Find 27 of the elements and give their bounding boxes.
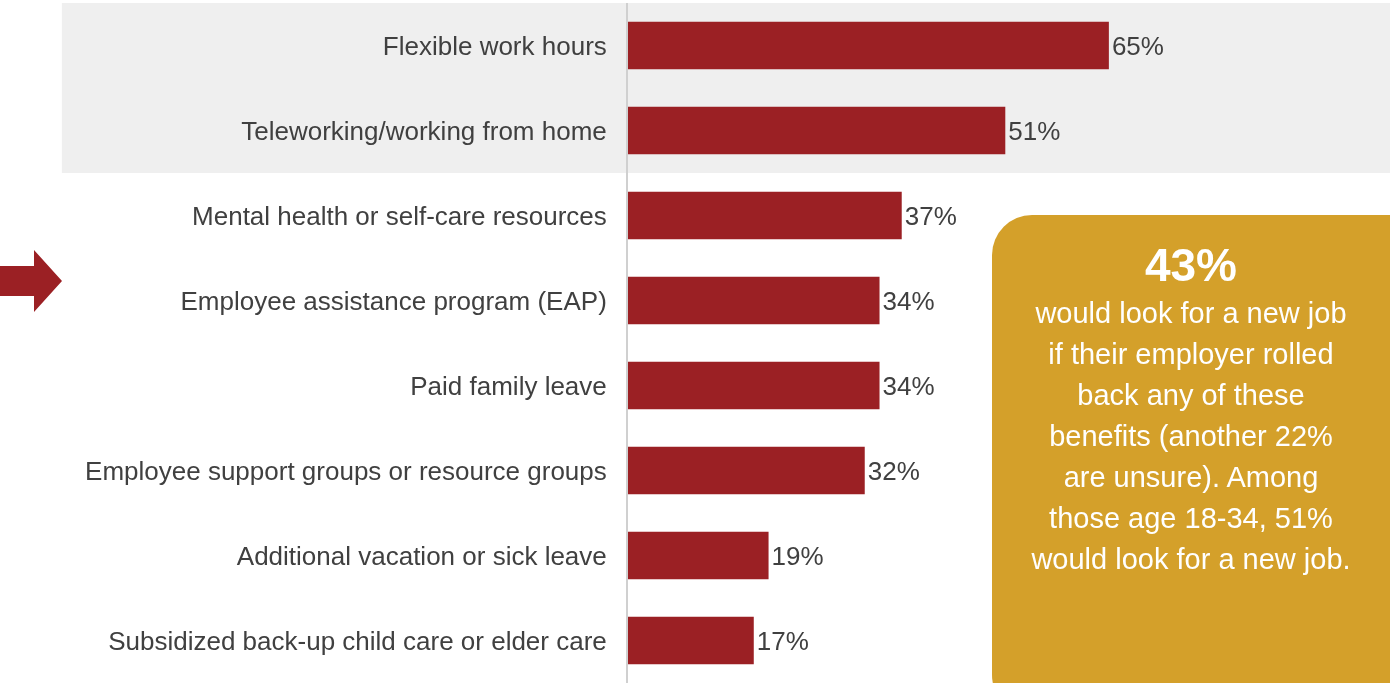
bar xyxy=(628,531,769,580)
data-label: 32% xyxy=(867,455,920,486)
y-tick-label: Employee assistance program (EAP) xyxy=(180,285,607,316)
bar xyxy=(628,276,880,325)
annotation: 43% xyxy=(1143,238,1239,293)
bar xyxy=(628,106,1006,155)
data-label: 17% xyxy=(756,625,809,656)
data-label: 65% xyxy=(1111,30,1164,61)
bar xyxy=(628,361,880,410)
annotation: would look for a new job if their employer rolled back any of these benefits (another 22% are unsure). Among those age 18-34, 51% would look for a new job. xyxy=(1030,296,1352,577)
bar xyxy=(628,446,865,495)
data-label: 34% xyxy=(882,285,935,316)
y-tick-label: Subsidized back-up child care or elder care xyxy=(108,625,607,656)
callout-card: 43% would look for a new job if their employer rolled back any of these benefits (another 22% are unsure). Among those age 18-34, 51% would look for a new job. xyxy=(992,215,1390,683)
data-label: 34% xyxy=(882,370,935,401)
y-tick-label: Flexible work hours xyxy=(382,30,607,61)
y-tick-label: Paid family leave xyxy=(410,370,607,401)
y-tick-label: Teleworking/working from home xyxy=(241,115,607,146)
bar xyxy=(628,21,1109,70)
y-tick-label: Mental health or self-care resources xyxy=(192,200,607,231)
bar xyxy=(628,616,754,665)
data-label: 51% xyxy=(1008,115,1061,146)
data-label: 19% xyxy=(771,540,824,571)
y-tick-label: Employee support groups or resource groups xyxy=(85,455,607,486)
data-label: 37% xyxy=(904,200,957,231)
bar xyxy=(628,191,902,240)
y-tick-label: Additional vacation or sick leave xyxy=(236,540,607,571)
